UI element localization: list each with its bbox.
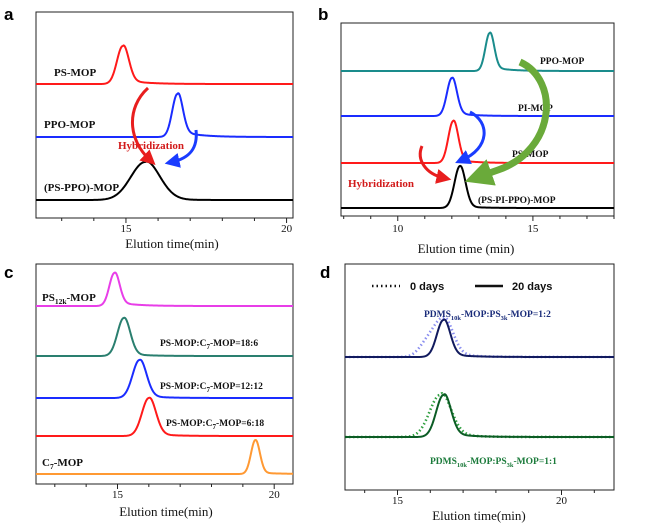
x-tick-label: 20 bbox=[269, 489, 281, 501]
label-hybridization-a: Hybridization bbox=[118, 140, 184, 152]
arrow-green-b bbox=[464, 58, 550, 186]
panel-b: b PPO-MOP PI-MOP PS-MOP (PS-PI-PPO)-MOP … bbox=[318, 5, 615, 256]
series-line-2-4 bbox=[35, 439, 294, 475]
label-ps-ppo-mop: (PS-PPO)-MOP bbox=[44, 182, 119, 194]
series-line-3-1 bbox=[344, 318, 615, 358]
series-line-0-1 bbox=[35, 92, 294, 138]
panel-d-ticks: 15 20 bbox=[364, 490, 595, 507]
label-ps-pi-ppo-mop: (PS-PI-PPO)-MOP bbox=[478, 195, 556, 206]
series-line-1-0 bbox=[340, 31, 615, 72]
label-ps-mop: PS-MOP bbox=[54, 67, 96, 79]
label-ratio-18-6: PS-MOP:C7-MOP=18:6 bbox=[160, 339, 258, 351]
series-line-2-0 bbox=[35, 271, 294, 307]
x-tick-label: 20 bbox=[556, 495, 568, 507]
label-ppo-mop: PPO-MOP bbox=[44, 119, 96, 131]
label-ratio-6-18: PS-MOP:C7-MOP=6:18 bbox=[166, 419, 264, 431]
x-tick-label: 10 bbox=[392, 223, 404, 235]
legend-0-days: 0 days bbox=[410, 281, 444, 293]
panel-d-letter: d bbox=[320, 263, 330, 282]
arrow-blue-a bbox=[164, 129, 198, 168]
label-pi-mop-b: PI-MOP bbox=[518, 104, 553, 114]
series-line-2-1 bbox=[35, 316, 294, 357]
label-pdms-1-2: PDMS10k-MOP:PS3k-MOP=1:2 bbox=[424, 310, 551, 322]
series-line-2-3 bbox=[35, 396, 294, 437]
x-tick-label: 20 bbox=[281, 223, 293, 235]
panel-c-letter: c bbox=[4, 263, 13, 282]
panel-c: c PS12k-MOP PS-MOP:C7-MOP=18:6 PS-MOP:C7… bbox=[4, 263, 294, 519]
panel-a-plot bbox=[35, 44, 294, 201]
panel-b-xlabel: Elution time (min) bbox=[418, 241, 515, 256]
label-ps12k-mop: PS12k-MOP bbox=[42, 292, 96, 306]
series-line-0-0 bbox=[35, 44, 294, 85]
panel-c-frame bbox=[35, 263, 294, 485]
panel-d-xlabel: Elution time(min) bbox=[432, 508, 526, 523]
panel-d-frame bbox=[344, 263, 615, 491]
series-line-3-0 bbox=[344, 316, 615, 359]
panel-a-letter: a bbox=[4, 5, 14, 24]
series-line-1-2 bbox=[340, 119, 615, 164]
label-ps-mop-b: PS-MOP bbox=[512, 150, 549, 160]
series-line-0-2 bbox=[35, 160, 294, 201]
label-pdms-1-1: PDMS10k-MOP:PS3k-MOP=1:1 bbox=[430, 457, 557, 469]
arrow-blue-b bbox=[455, 110, 486, 164]
panel-b-frame bbox=[340, 22, 615, 217]
panel-c-xlabel: Elution time(min) bbox=[119, 504, 213, 519]
panel-c-ticks: 15 20 bbox=[54, 484, 281, 501]
arrow-red-a bbox=[131, 86, 156, 166]
series-line-1-1 bbox=[340, 76, 615, 117]
label-hybridization-b: Hybridization bbox=[348, 178, 414, 190]
legend-20-days: 20 days bbox=[512, 281, 552, 293]
panel-a: a PS-MOP PPO-MOP (PS-PPO)-MOP Hybridizat… bbox=[4, 5, 294, 251]
x-tick-label: 15 bbox=[392, 495, 404, 507]
arrow-red-b bbox=[418, 145, 452, 184]
x-tick-label: 15 bbox=[527, 223, 539, 235]
series-line-3-2 bbox=[344, 392, 615, 439]
legend-d: 0 days 20 days bbox=[372, 281, 552, 293]
x-tick-label: 15 bbox=[112, 489, 124, 501]
label-ppo-mop-b: PPO-MOP bbox=[540, 57, 585, 67]
panel-a-xlabel: Elution time(min) bbox=[125, 236, 219, 251]
panel-d: d 0 days 20 days PDMS10k-MOP:PS3k-MOP=1:… bbox=[320, 263, 615, 523]
panel-c-plot bbox=[35, 271, 294, 475]
panel-a-ticks: 15 20 bbox=[61, 218, 293, 235]
x-tick-label: 15 bbox=[120, 223, 132, 235]
panel-a-frame bbox=[35, 11, 294, 219]
label-c7-mop: C7-MOP bbox=[42, 457, 83, 471]
panel-b-letter: b bbox=[318, 5, 328, 24]
series-line-1-3 bbox=[340, 164, 615, 209]
panel-b-ticks: 10 15 bbox=[343, 216, 615, 235]
label-ratio-12-12: PS-MOP:C7-MOP=12:12 bbox=[160, 382, 263, 394]
series-line-2-2 bbox=[35, 358, 294, 399]
series-line-3-3 bbox=[344, 393, 615, 438]
panel-d-plot bbox=[344, 316, 615, 439]
